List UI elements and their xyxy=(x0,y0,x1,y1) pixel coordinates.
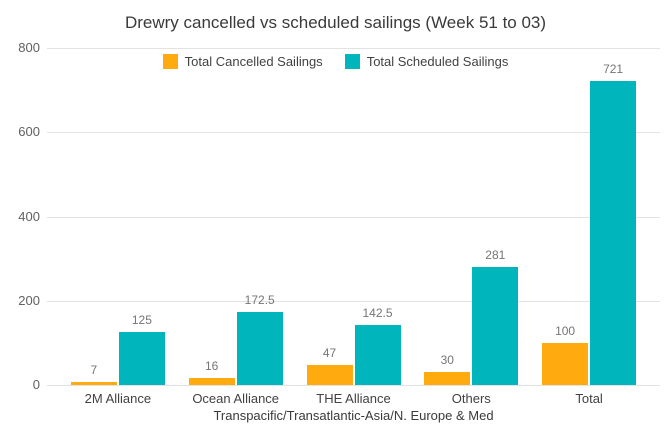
gridline-y-200 xyxy=(47,300,660,302)
x-category-label: Ocean Alliance xyxy=(192,391,280,406)
value-label: 142.5 xyxy=(362,305,393,320)
y-tick-label-400: 400 xyxy=(18,208,40,224)
gridline-y-600 xyxy=(47,132,660,134)
x-category-label: Others xyxy=(451,391,491,406)
bar-2m-alliance-scheduled[interactable] xyxy=(118,332,165,385)
gridline-y-400 xyxy=(47,216,660,218)
bar-ocean-alliance-scheduled[interactable] xyxy=(236,312,283,385)
legend-label-scheduled: Total Scheduled Sailings xyxy=(366,54,509,69)
value-label: 125 xyxy=(131,313,152,328)
value-label: 30 xyxy=(440,353,454,368)
legend-item-cancelled[interactable]: Total Cancelled Sailings xyxy=(162,54,323,69)
bar-total-scheduled[interactable] xyxy=(590,81,637,385)
bar-others-scheduled[interactable] xyxy=(472,266,519,385)
chart-title: Drewry cancelled vs scheduled sailings (… xyxy=(124,13,547,32)
bar-2m-alliance-cancelled[interactable] xyxy=(70,382,117,385)
value-label: 47 xyxy=(322,346,337,361)
gridline-y-800 xyxy=(47,48,660,49)
x-category-label: THE Alliance xyxy=(316,391,391,406)
value-label: 16 xyxy=(205,359,219,374)
x-category-label: Total xyxy=(575,391,603,406)
legend: Total Cancelled Sailings Total Scheduled… xyxy=(0,54,671,69)
bar-the-alliance-scheduled[interactable] xyxy=(354,324,401,385)
y-tick-label-600: 600 xyxy=(18,124,40,140)
y-tick-label-200: 200 xyxy=(18,292,40,308)
legend-item-scheduled[interactable]: Total Scheduled Sailings xyxy=(344,54,509,69)
value-label: 100 xyxy=(555,323,576,338)
gridline-y-0 xyxy=(47,385,660,386)
bar-the-alliance-cancelled[interactable] xyxy=(306,365,353,385)
y-tick-label-0: 0 xyxy=(32,377,40,392)
bar-ocean-alliance-cancelled[interactable] xyxy=(188,378,235,385)
x-category-label: 2M Alliance xyxy=(84,391,152,406)
legend-swatch-scheduled-icon xyxy=(344,54,360,69)
value-label: 172.5 xyxy=(244,293,275,308)
bar-others-cancelled[interactable] xyxy=(424,372,471,385)
bar-total-cancelled[interactable] xyxy=(542,342,589,385)
x-axis-title: Transpacific/Transatlantic-Asia/N. Europ… xyxy=(213,408,494,423)
legend-swatch-cancelled-icon xyxy=(162,54,178,69)
legend-label-cancelled: Total Cancelled Sailings xyxy=(184,54,323,69)
value-label: 7 xyxy=(90,363,98,378)
value-label: 281 xyxy=(485,247,506,262)
value-label: 721 xyxy=(603,62,624,77)
y-tick-label-800: 800 xyxy=(18,40,40,55)
